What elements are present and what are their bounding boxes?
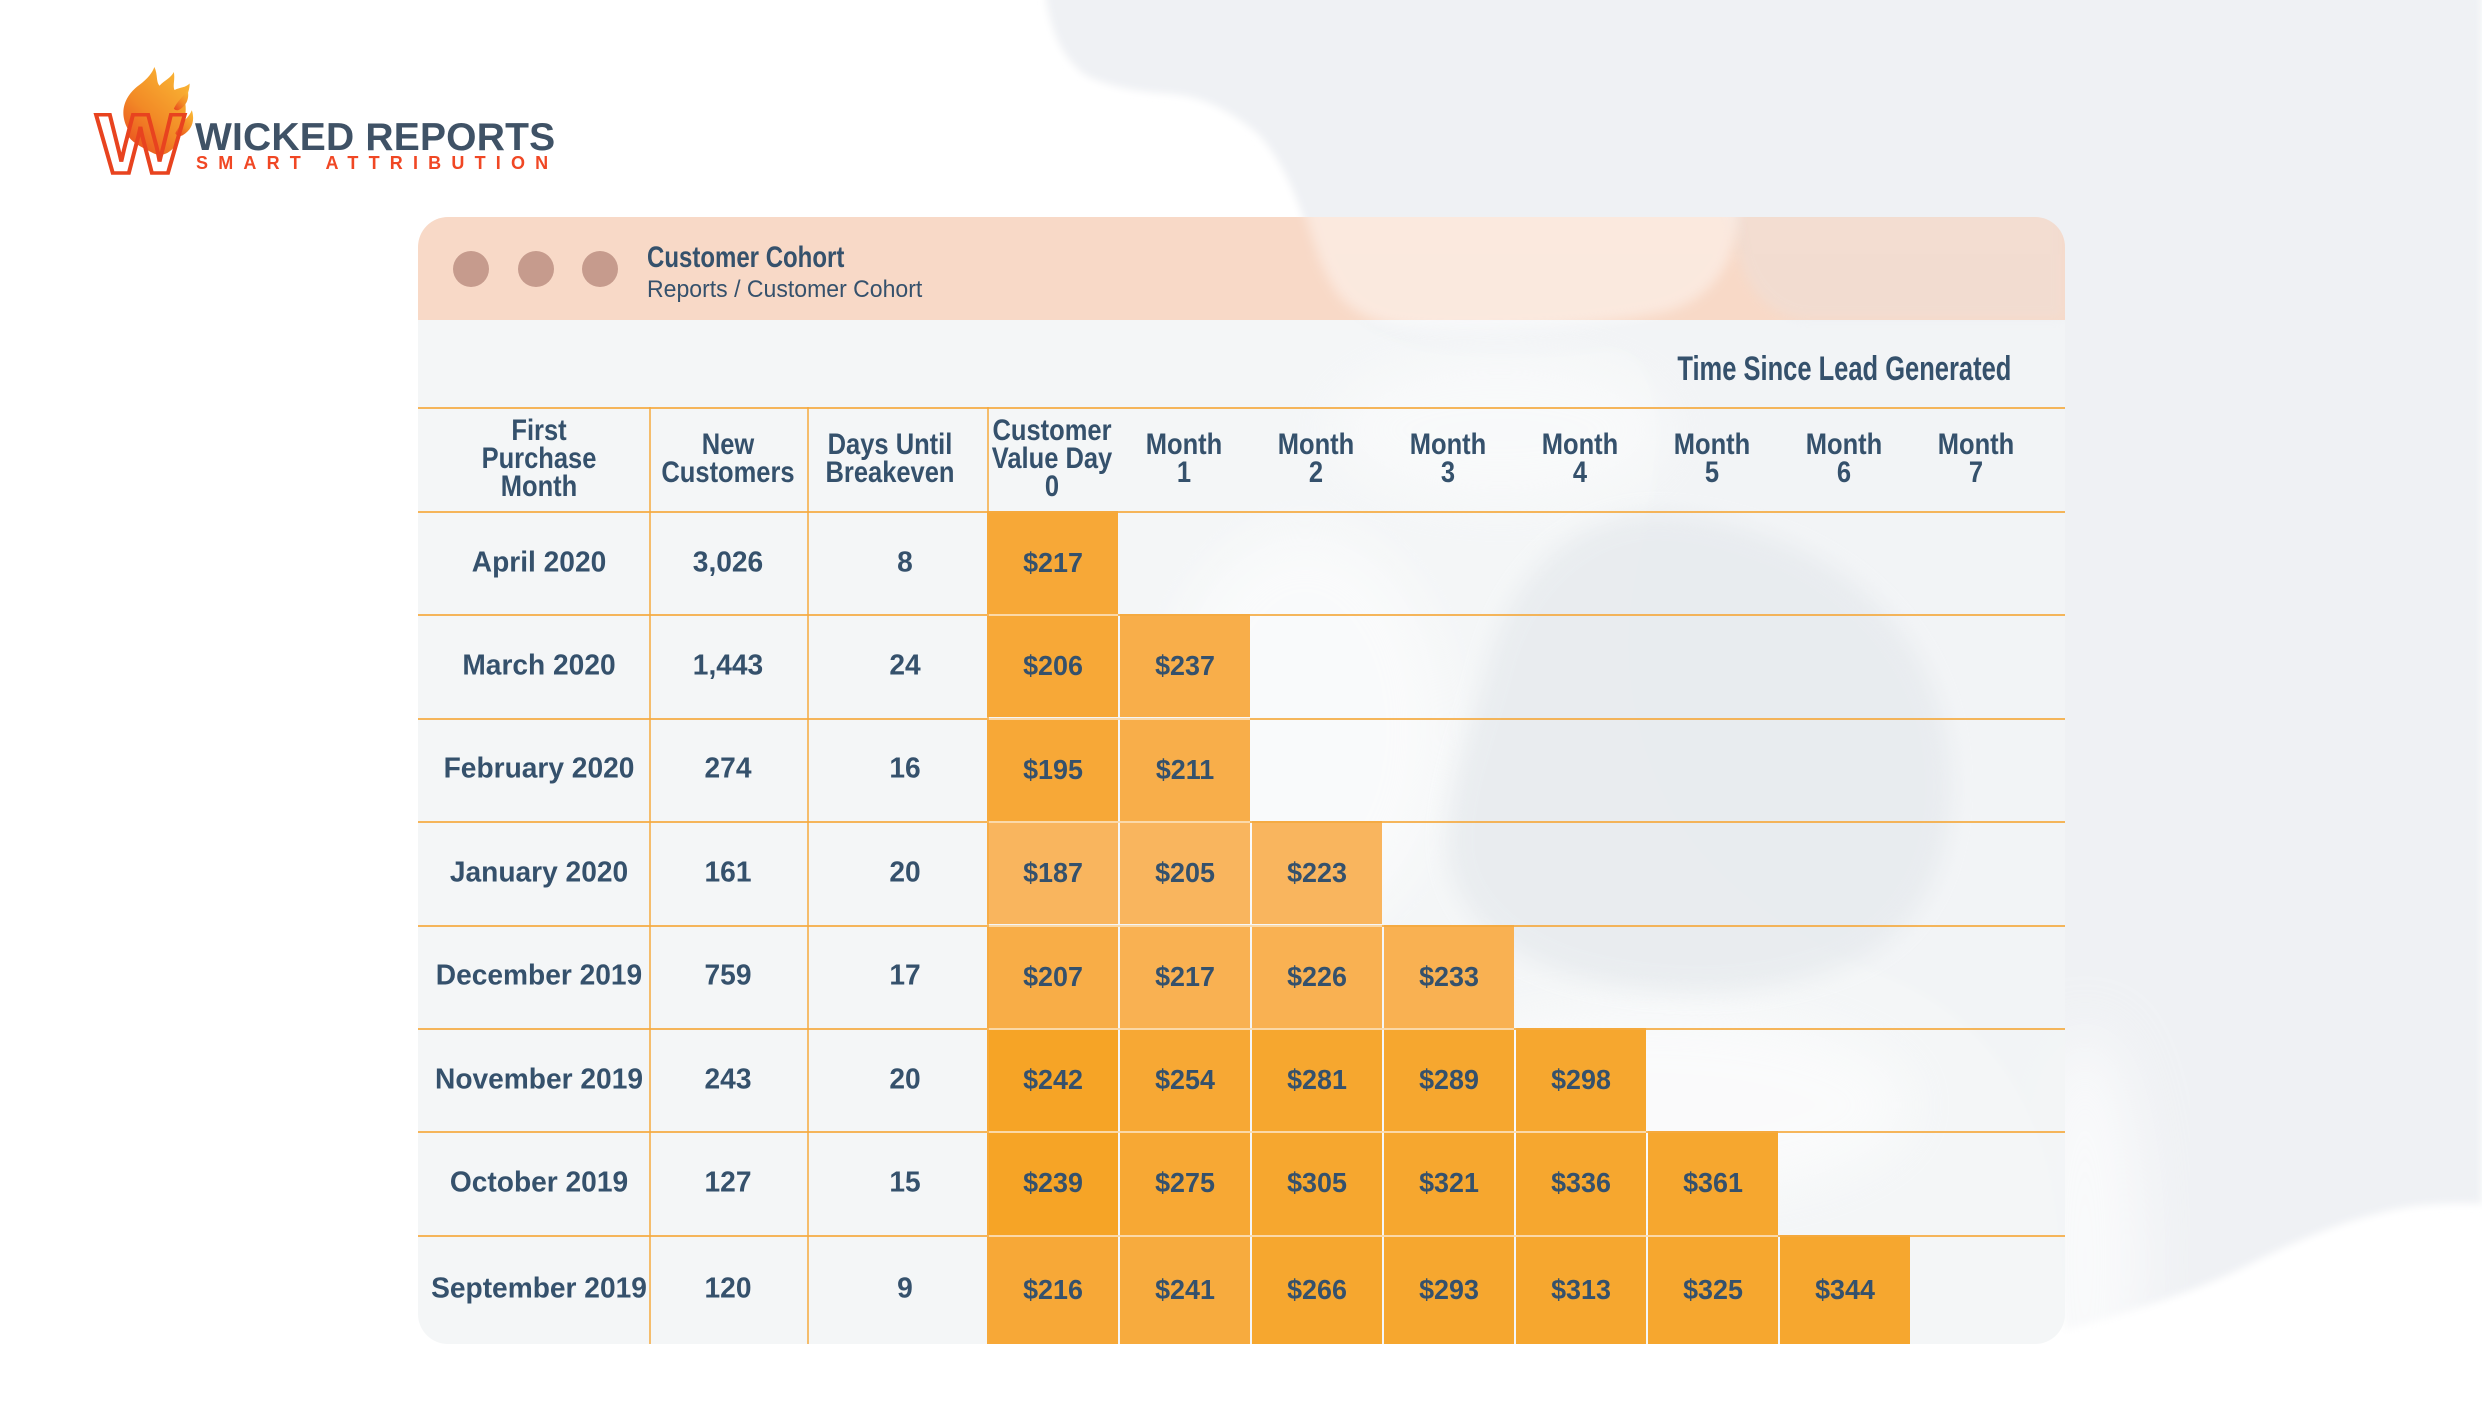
svg-text:WICKED REPORTS: WICKED REPORTS (195, 116, 555, 159)
svg-text:SMART ATTRIBUTION: SMART ATTRIBUTION (196, 153, 558, 173)
svg-text:W: W (96, 97, 186, 191)
